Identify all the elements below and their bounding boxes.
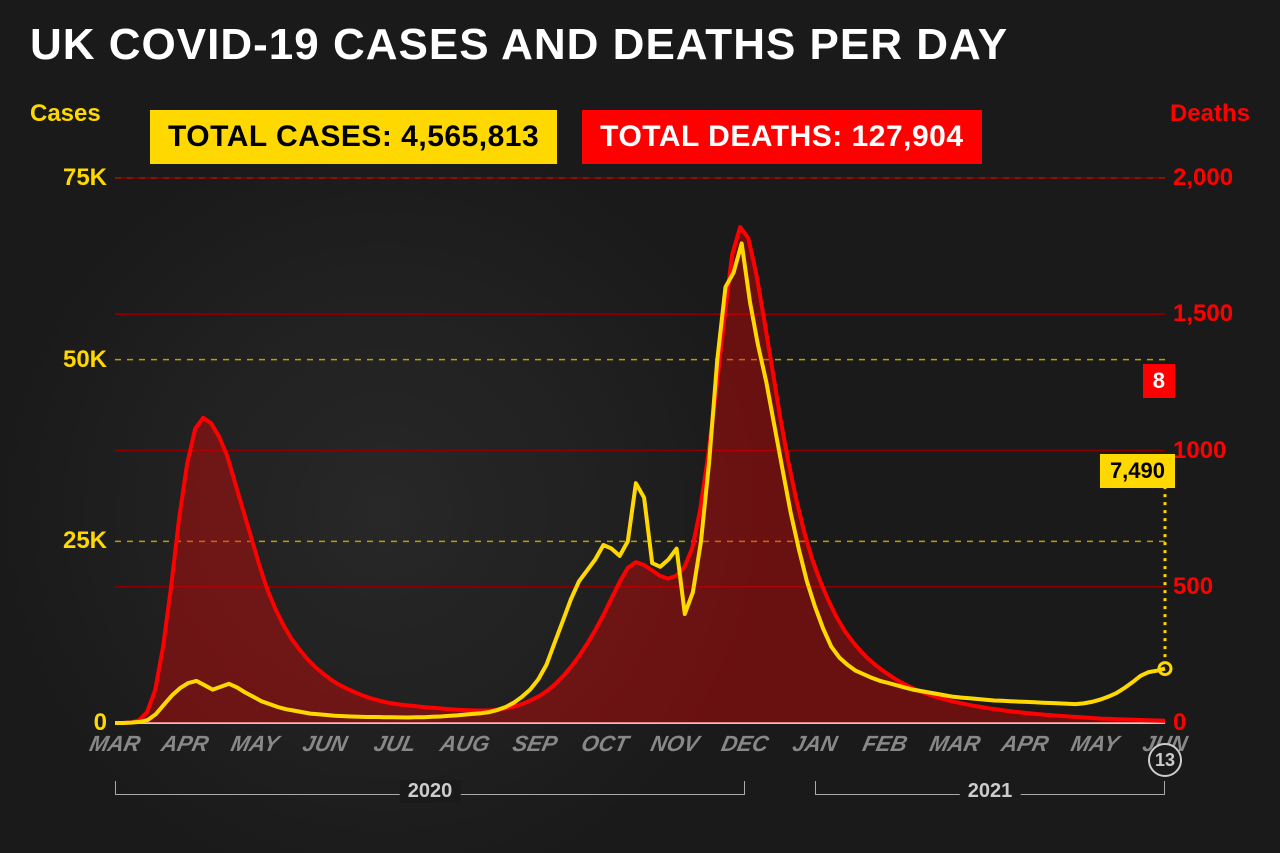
x-tick-month: MAY [1069,731,1122,757]
y-right-tick: 1,500 [1173,300,1233,328]
x-tick-month: DEC [719,731,771,757]
x-tick-month: NOV [648,731,701,757]
x-tick-month: OCT [579,731,631,757]
x-tick-month: AUG [438,731,492,757]
end-day-marker: 13 [1148,743,1182,777]
deaths-end-label: 8 [1143,364,1175,398]
data-series [115,178,1165,723]
x-tick-month: MAR [927,731,983,757]
x-tick-month: JUL [371,731,418,757]
x-tick-month: APR [159,731,211,757]
x-tick-month: MAY [229,731,282,757]
total-badges: TOTAL CASES: 4,565,813 TOTAL DEATHS: 127… [150,110,982,164]
chart-title: UK COVID-19 CASES AND DEATHS PER DAY [30,20,1250,70]
cases-end-label: 7,490 [1100,454,1175,488]
y-axis-right-label: Deaths [1170,100,1250,128]
y-right-tick: 500 [1173,573,1213,601]
x-tick-month: MAR [87,731,143,757]
chart-container: UK COVID-19 CASES AND DEATHS PER DAY TOT… [0,0,1280,853]
y-left-tick: 75K [63,164,107,192]
y-left-tick: 25K [63,527,107,555]
total-deaths-badge: TOTAL DEATHS: 127,904 [582,110,981,164]
x-tick-month: SEP [510,731,560,757]
y-right-tick: 1000 [1173,437,1226,465]
chart-area: Cases Deaths 025K50K75K050010001,5002,00… [30,100,1250,823]
y-right-tick: 2,000 [1173,164,1233,192]
x-tick-month: APR [999,731,1051,757]
year-label: 2021 [960,780,1021,803]
year-label: 2020 [400,780,461,803]
x-tick-month: FEB [860,731,910,757]
plot-region: 025K50K75K050010001,5002,000MARAPRMAYJUN… [115,178,1165,723]
y-axis-left-label: Cases [30,100,101,128]
total-cases-badge: TOTAL CASES: 4,565,813 [150,110,557,164]
y-left-tick: 50K [63,346,107,374]
x-tick-month: JAN [790,731,840,757]
x-tick-month: JUN [300,731,350,757]
